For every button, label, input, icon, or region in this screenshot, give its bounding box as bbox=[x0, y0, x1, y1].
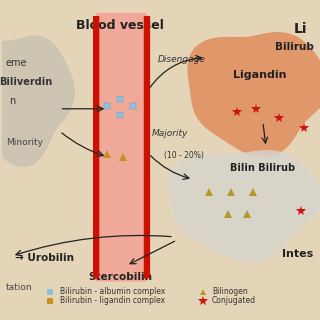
Text: Blood vessel: Blood vessel bbox=[76, 19, 164, 32]
Text: Disengage: Disengage bbox=[158, 55, 206, 64]
Text: Minority: Minority bbox=[6, 138, 43, 147]
Text: Bilirubin - ligandin complex: Bilirubin - ligandin complex bbox=[60, 296, 165, 305]
Text: Intes: Intes bbox=[282, 249, 313, 259]
Text: n: n bbox=[9, 96, 15, 106]
Text: Stercobilin: Stercobilin bbox=[88, 272, 152, 282]
Text: Bilinogen: Bilinogen bbox=[212, 287, 248, 296]
Text: Bilirubin - albumin complex: Bilirubin - albumin complex bbox=[60, 287, 165, 296]
FancyBboxPatch shape bbox=[144, 16, 150, 278]
Text: → Urobilin: → Urobilin bbox=[15, 253, 74, 263]
Text: Majority: Majority bbox=[152, 129, 188, 138]
Text: Conjugated: Conjugated bbox=[212, 296, 256, 305]
Text: Bilirub: Bilirub bbox=[275, 42, 314, 52]
PathPatch shape bbox=[0, 35, 75, 167]
Text: tation: tation bbox=[6, 283, 32, 292]
PathPatch shape bbox=[168, 150, 320, 262]
PathPatch shape bbox=[187, 32, 320, 157]
Text: eme: eme bbox=[6, 58, 27, 68]
FancyBboxPatch shape bbox=[93, 16, 99, 278]
Text: (10 - 20%): (10 - 20%) bbox=[164, 151, 204, 160]
Text: Li: Li bbox=[294, 22, 307, 36]
Text: Biliverdin: Biliverdin bbox=[0, 77, 52, 87]
Text: Ligandin: Ligandin bbox=[233, 70, 286, 80]
Text: Bilin Bilirub: Bilin Bilirub bbox=[230, 163, 295, 173]
FancyBboxPatch shape bbox=[95, 13, 148, 282]
